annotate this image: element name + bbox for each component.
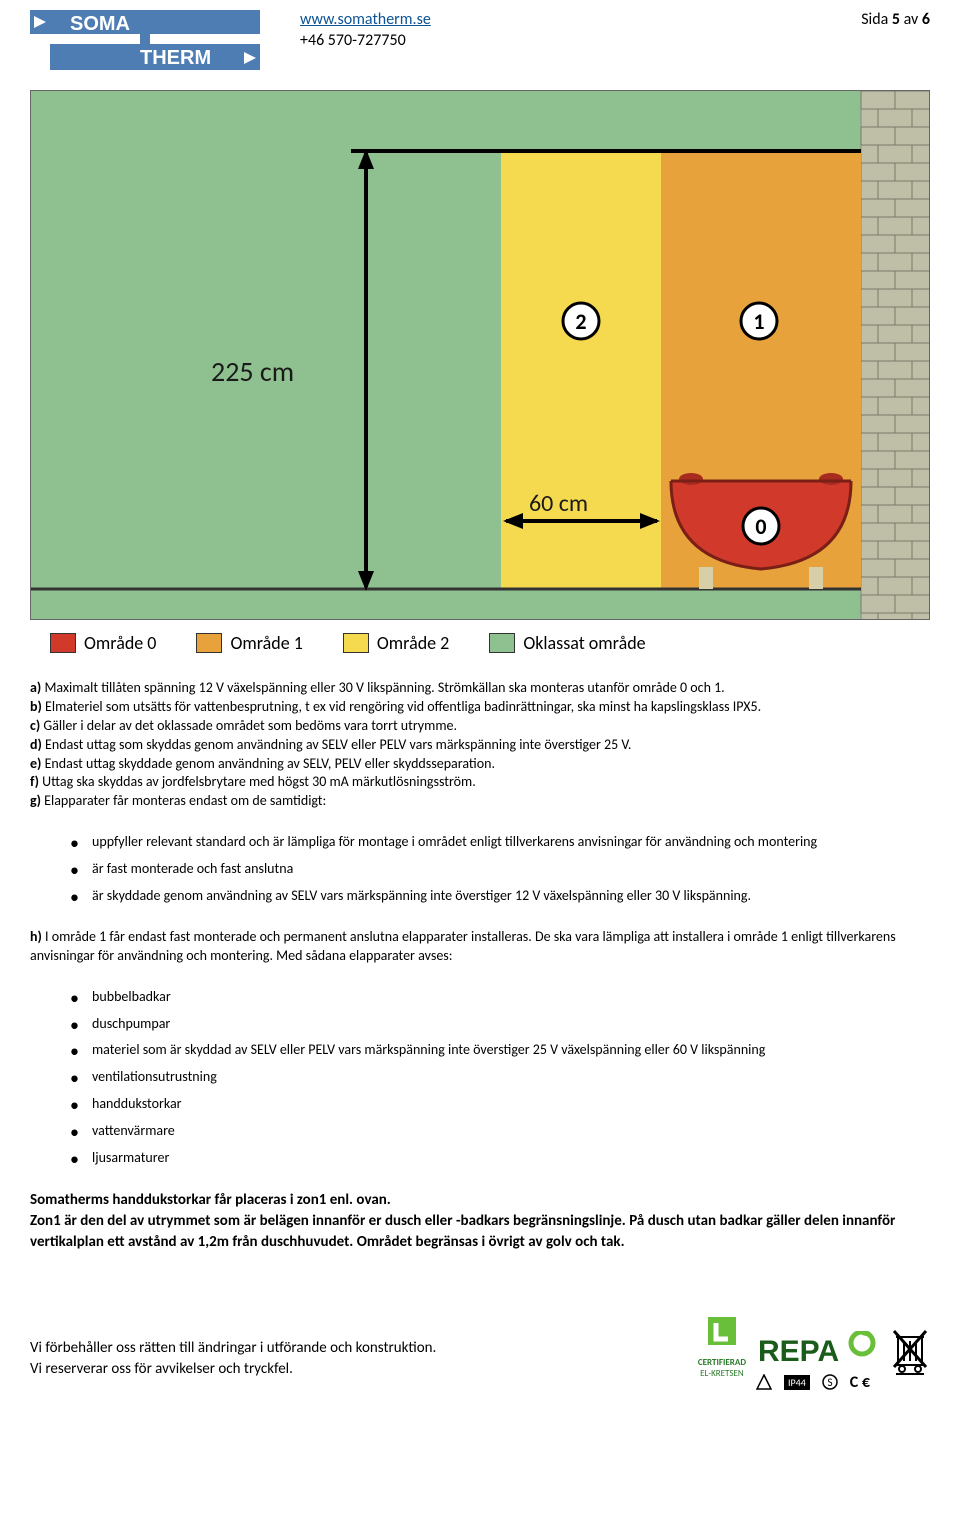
svg-text:0: 0 [755, 513, 766, 540]
list-item: ljusarmaturer [70, 1145, 930, 1172]
svg-text:S: S [827, 1376, 832, 1389]
list-item: handdukstorkar [70, 1091, 930, 1118]
cert-logo: CERTIFIERADEL-KRETSEN [698, 1313, 746, 1379]
list-item: ventilationsutrustning [70, 1064, 930, 1091]
h-paragraph: h) I område 1 får endast fast monterade … [30, 928, 930, 966]
list-item: duschpumpar [70, 1011, 930, 1038]
page-footer: Vi förbehåller oss rätten till ändringar… [30, 1313, 930, 1379]
ip44-badge: IP44 [784, 1375, 810, 1390]
closing-text: Somatherms handdukstorkar får placeras i… [30, 1190, 930, 1253]
list-item: är skyddade genom användning av SELV var… [70, 883, 930, 910]
repa-logo: REPA [758, 1331, 878, 1379]
svg-text:REPA: REPA [758, 1335, 839, 1368]
phone: +46 570-727750 [300, 31, 406, 50]
list-item: vattenvärmare [70, 1118, 930, 1145]
list-item: bubbelbadkar [70, 984, 930, 1011]
svg-text:THERM: THERM [140, 47, 211, 69]
page-number: Sida 5 av 6 [861, 10, 930, 29]
zone-diagram: 225 cm 60 cm 2 1 0 [30, 90, 930, 620]
h-bullet-list: bubbelbadkar duschpumpar materiel som är… [70, 984, 930, 1172]
contact-block: www.somatherm.se +46 570-727750 [300, 10, 431, 52]
g-bullet-list: uppfyller relevant standard och är lämpl… [70, 829, 930, 910]
list-item: materiel som är skyddad av SELV eller PE… [70, 1037, 930, 1064]
triangle-icon [756, 1374, 772, 1390]
logo: SOMA THERM [30, 10, 260, 70]
weee-icon [890, 1327, 930, 1379]
legend-item: Område 1 [196, 632, 302, 654]
svg-text:225 cm: 225 cm [211, 354, 294, 389]
rules-paragraph: a) Maximalt tillåten spänning 12 V växel… [30, 679, 930, 811]
legend-item: Område 0 [50, 632, 156, 654]
ce-mark: C € [850, 1373, 870, 1392]
legend: Område 0 Område 1 Område 2 Oklassat områ… [30, 632, 930, 654]
s-mark-icon: S [822, 1374, 838, 1390]
website-link[interactable]: www.somatherm.se [300, 10, 431, 29]
svg-text:2: 2 [575, 308, 586, 335]
legend-item: Område 2 [343, 632, 449, 654]
svg-text:60 cm: 60 cm [529, 489, 588, 518]
page-header: SOMA THERM www.somatherm.se +46 570-7277… [30, 10, 930, 70]
svg-text:1: 1 [753, 308, 764, 335]
list-item: är fast monterade och fast anslutna [70, 856, 930, 883]
legend-item: Oklassat område [489, 632, 645, 654]
svg-text:SOMA: SOMA [70, 13, 130, 35]
list-item: uppfyller relevant standard och är lämpl… [70, 829, 930, 856]
